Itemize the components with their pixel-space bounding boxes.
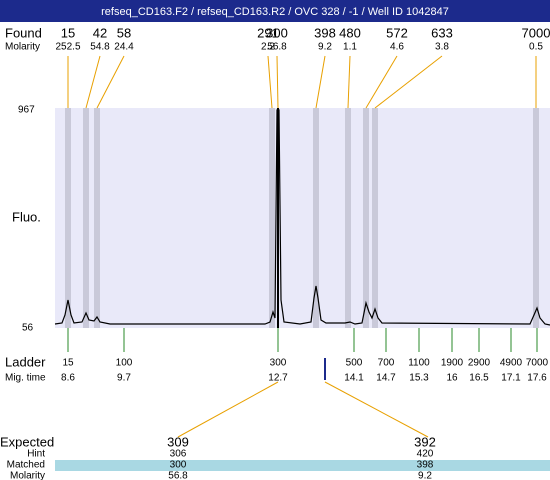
peak-size: 572 — [386, 25, 408, 40]
peak-size: 42 — [93, 25, 107, 40]
ladder-size: 500 — [346, 358, 363, 369]
y-min-label: 56 — [22, 323, 34, 334]
ladder-time: 9.7 — [117, 373, 131, 384]
peak-link — [365, 55, 398, 109]
expected-size: 309 — [167, 434, 189, 449]
matched-row — [55, 460, 550, 471]
peak-molarity: 9.2 — [318, 42, 332, 53]
link-line — [324, 381, 429, 438]
peak-molarity: 4.6 — [390, 42, 404, 53]
peak-link — [315, 55, 326, 109]
ladder-time: 15.3 — [409, 373, 429, 384]
peak-band — [65, 108, 71, 328]
peak-band — [345, 108, 351, 328]
peak-molarity: 1.1 — [343, 42, 357, 53]
ladder-size: 300 — [270, 358, 287, 369]
peak-size: 633 — [431, 25, 453, 40]
peak-size: 291 — [257, 25, 279, 40]
peak-size: 15 — [61, 25, 75, 40]
y-max-label: 967 — [18, 105, 35, 116]
peak-band — [313, 108, 319, 328]
peak-band — [372, 108, 378, 328]
ladder-size: 7000 — [526, 358, 549, 369]
hint-size: 420 — [417, 449, 434, 460]
peak-link — [374, 55, 443, 109]
peak-band — [94, 108, 100, 328]
matched-label: Matched — [7, 460, 45, 471]
peak-band — [363, 108, 369, 328]
matched-molarity: 56.8 — [168, 471, 188, 480]
trace — [54, 109, 550, 326]
ladder-time: 14.1 — [344, 373, 364, 384]
peak-band — [277, 108, 279, 328]
expected-label: Expected — [0, 434, 54, 449]
peak-size: 300 — [266, 25, 288, 40]
peak-molarity: 3.8 — [435, 42, 449, 53]
found-label: Found — [5, 25, 42, 40]
peak-band — [533, 108, 539, 328]
peak-molarity: 56.8 — [267, 42, 287, 53]
peak-link — [267, 55, 273, 109]
y-axis-label: Fluo. — [12, 209, 41, 224]
peak-molarity: 252.5 — [55, 42, 80, 53]
peak-molarity: 54.8 — [90, 42, 110, 53]
ladder-time: 14.7 — [376, 373, 396, 384]
peak-link — [96, 55, 125, 109]
ladder-time: 17.6 — [527, 373, 547, 384]
peak-band — [269, 108, 275, 328]
peak-link — [85, 55, 101, 109]
matched-molarity: 9.2 — [418, 471, 432, 480]
ladder-time: 8.6 — [61, 373, 75, 384]
peak-size: 480 — [339, 25, 361, 40]
ladder-time: 12.7 — [268, 373, 288, 384]
title-bar — [0, 0, 550, 22]
ladder-label: Ladder — [5, 354, 46, 369]
molarity-label: Molarity — [10, 471, 45, 480]
matched-size: 398 — [417, 460, 434, 471]
link-line — [177, 381, 279, 438]
ladder-time: 16 — [446, 373, 458, 384]
peak-molarity: 2.2 — [261, 42, 275, 53]
hint-size: 306 — [170, 449, 187, 460]
peak-band — [83, 108, 89, 328]
peak-link — [347, 55, 351, 109]
ladder-size: 1900 — [441, 358, 464, 369]
ladder-size: 700 — [378, 358, 395, 369]
peak-molarity: 24.4 — [114, 42, 134, 53]
peak-size: 58 — [117, 25, 131, 40]
ladder-size: 4900 — [500, 358, 523, 369]
title: refseq_CD163.F2 / refseq_CD163.R2 / OVC … — [101, 6, 449, 18]
plot-area — [55, 108, 550, 328]
ladder-size: 15 — [62, 358, 74, 369]
ladder-size: 100 — [116, 358, 133, 369]
peak-size: 398 — [314, 25, 336, 40]
ladder-size: 1100 — [408, 358, 430, 369]
matched-size: 300 — [170, 460, 187, 471]
ladder-time: 16.5 — [469, 373, 489, 384]
peak-molarity: 0.5 — [529, 42, 543, 53]
peak-link — [276, 55, 279, 109]
ladder-size: 2900 — [468, 358, 491, 369]
molarity-label: Molarity — [5, 42, 40, 53]
ladder-time: 17.1 — [501, 373, 521, 384]
expected-size: 392 — [414, 434, 436, 449]
hint-label: Hint — [27, 449, 45, 460]
mig-time-label: Mig. time — [5, 373, 46, 384]
peak-size: 7000 — [522, 25, 550, 40]
